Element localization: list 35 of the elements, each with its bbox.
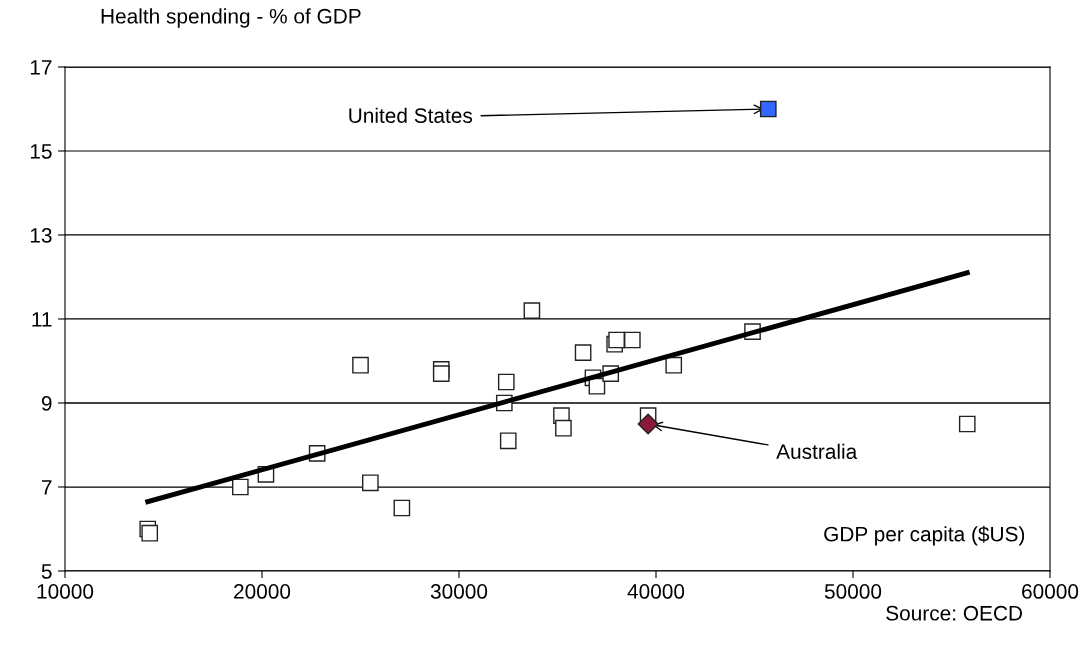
point: [231, 478, 249, 496]
point: [141, 524, 159, 542]
point: [759, 100, 777, 118]
x-tick-label: 10000: [37, 584, 94, 599]
y-tick-label: 9: [41, 396, 52, 411]
x-tick-label: 30000: [430, 584, 488, 599]
y-tick-label: 5: [41, 564, 52, 579]
y-tick-label: 17: [30, 60, 52, 75]
point: [352, 356, 369, 374]
point: [523, 302, 541, 319]
y-tick-label: 13: [30, 228, 52, 243]
y-tick-label: 15: [30, 144, 52, 159]
point: [555, 419, 572, 437]
point: [393, 499, 411, 517]
x-axis-title: GDP per capita ($US): [824, 525, 1025, 546]
x-tick-label: 60000: [1022, 584, 1079, 599]
source-note: Source: OECD: [886, 605, 1023, 621]
point: [499, 432, 517, 450]
x-tick-label: 40000: [627, 584, 685, 599]
point: [362, 474, 379, 492]
y-axis-title: Health spending - % of GDP: [101, 8, 361, 28]
y-tick-label: 7: [41, 480, 52, 495]
annotation: Australia: [776, 443, 858, 459]
point: [608, 331, 625, 349]
x-tick-label: 50000: [824, 584, 882, 599]
x-tick-label: 20000: [234, 584, 291, 599]
annotation: United States: [349, 107, 473, 123]
point: [574, 344, 592, 361]
point: [958, 415, 976, 433]
point: [432, 365, 450, 382]
point: [624, 331, 641, 349]
y-tick-label: 11: [32, 312, 52, 327]
point: [497, 373, 515, 391]
point: [637, 413, 659, 435]
point: [665, 356, 683, 374]
